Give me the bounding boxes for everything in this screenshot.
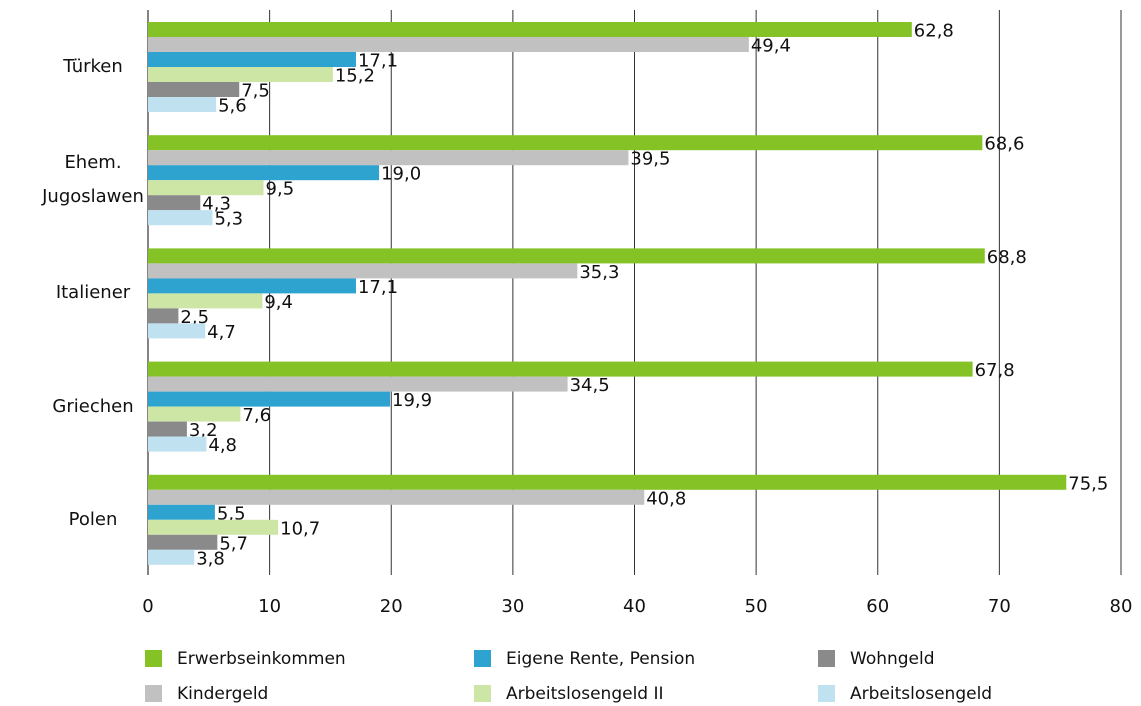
- bar: [148, 210, 213, 226]
- bar: [148, 150, 629, 166]
- bar: [148, 489, 645, 505]
- bar: [148, 391, 391, 407]
- bar: [148, 504, 215, 520]
- y-tick-label: Italiener: [55, 282, 131, 304]
- bar: [148, 376, 568, 392]
- x-tick-label: 20: [380, 596, 403, 617]
- data-label: 5,6: [218, 96, 247, 117]
- data-label: 9,4: [264, 292, 293, 313]
- bar: [148, 549, 195, 565]
- data-label: 75,5: [1068, 473, 1108, 494]
- data-label: 4,8: [208, 435, 237, 456]
- data-label: 3,2: [189, 420, 218, 441]
- data-label: 68,8: [987, 247, 1027, 268]
- bar: [148, 67, 333, 82]
- bar: [148, 308, 179, 324]
- legend-swatch: [474, 685, 491, 702]
- x-tick-label: 10: [258, 596, 281, 617]
- legend-swatch: [145, 650, 162, 667]
- data-label: 62,8: [914, 21, 954, 42]
- data-label: 34,5: [570, 375, 610, 396]
- legend-label: Wohngeld: [850, 649, 935, 669]
- data-label: 4,7: [207, 322, 236, 343]
- bar: [148, 263, 578, 279]
- bar: [148, 436, 207, 452]
- y-tick-label: Türken: [63, 56, 123, 77]
- data-label: 7,5: [241, 81, 270, 102]
- x-tick-label: 60: [866, 596, 889, 617]
- x-tick-label: 50: [745, 596, 768, 617]
- legend-label: Arbeitslosengeld: [850, 684, 992, 704]
- bar: [148, 195, 201, 211]
- data-label: 68,6: [984, 134, 1024, 155]
- x-tick-label: 40: [623, 596, 646, 617]
- x-tick-label: 30: [501, 596, 524, 617]
- y-tick-label: Polen: [68, 508, 118, 530]
- bar: [148, 519, 279, 535]
- bar: [148, 135, 983, 151]
- bar: [148, 406, 241, 422]
- bar: [148, 361, 973, 377]
- bar: [148, 474, 1067, 490]
- bar: [148, 82, 240, 97]
- x-tick-label: 0: [142, 596, 153, 617]
- legend-label: Erwerbseinkommen: [177, 649, 346, 669]
- bar: [148, 37, 749, 52]
- bar: [148, 323, 206, 339]
- data-label: 7,6: [242, 405, 271, 426]
- bar: [148, 97, 217, 112]
- data-label: 67,8: [975, 360, 1015, 381]
- data-label: 10,7: [280, 518, 320, 539]
- x-tick-label: 70: [988, 596, 1011, 617]
- data-label: 4,3: [202, 194, 231, 215]
- data-label: 49,4: [751, 36, 791, 57]
- legend-swatch: [145, 685, 162, 702]
- bar: [148, 534, 218, 550]
- data-label: 19,0: [381, 164, 421, 185]
- data-label: 17,1: [358, 277, 398, 298]
- bar: [148, 248, 985, 264]
- data-label: 17,1: [358, 51, 398, 72]
- legend-swatch: [818, 685, 835, 702]
- data-label: 5,5: [217, 503, 246, 524]
- bar: [148, 421, 187, 437]
- bar: [148, 293, 263, 309]
- y-tick-label: Griechen: [52, 395, 134, 417]
- data-label: 19,9: [392, 390, 432, 411]
- x-tick-label: 80: [1110, 596, 1133, 617]
- bar: [148, 22, 912, 37]
- data-label: 2,5: [180, 307, 209, 328]
- bar: [148, 278, 356, 294]
- legend-swatch: [818, 650, 835, 667]
- data-label: 15,2: [335, 66, 375, 87]
- legend-label: Arbeitslosengeld II: [506, 684, 664, 704]
- data-label: 39,5: [630, 149, 670, 170]
- legend-label: Kindergeld: [177, 684, 268, 704]
- data-label: 3,8: [196, 548, 225, 569]
- data-label: 40,8: [646, 488, 686, 509]
- bar: [148, 165, 380, 181]
- data-label: 5,7: [219, 533, 248, 554]
- bar: [148, 52, 356, 67]
- data-label: 5,3: [214, 209, 243, 230]
- bar: [148, 180, 264, 196]
- legend-swatch: [474, 650, 491, 667]
- data-label: 35,3: [579, 262, 619, 283]
- legend-label: Eigene Rente, Pension: [506, 649, 695, 669]
- data-label: 9,5: [266, 179, 295, 200]
- y-tick-label: Ehem. Jugoslawen: [42, 152, 144, 208]
